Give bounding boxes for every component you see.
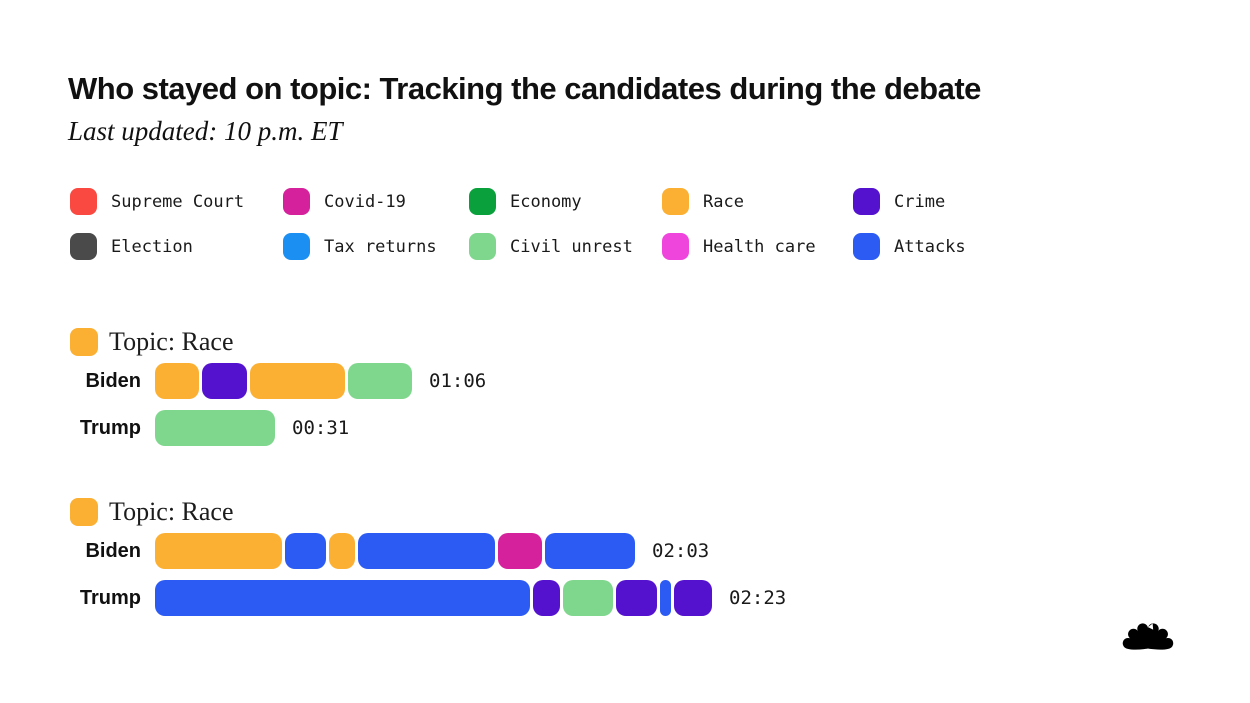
duration-label: 01:06 [429,370,487,392]
bar-segment-crime[interactable] [533,580,560,616]
legend-swatch-icon [283,188,310,215]
legend-label: Election [111,236,193,257]
timeline-bar [155,580,712,616]
legend-swatch-icon [853,188,880,215]
legend-swatch-icon [283,233,310,260]
legend-item-covid19: Covid-19 [283,188,469,215]
legend-item-economy: Economy [469,188,662,215]
legend-swatch-icon [853,233,880,260]
bar-segment-attacks[interactable] [545,533,635,569]
legend-label: Economy [510,191,582,212]
timeline-bar [155,363,412,399]
chart-topic-header: Topic: Race [70,497,786,526]
chart-rows: Biden 01:06 Trump 00:31 [70,363,486,446]
chart-row-trump: Trump 00:31 [70,410,486,446]
legend-item-health_care: Health care [662,233,853,260]
topic-label: Topic: Race [109,327,234,356]
topic-swatch-icon [70,328,98,356]
legend-swatch-icon [662,188,689,215]
last-updated-label: Last updated: 10 p.m. ET [68,116,343,146]
chart-section-2: Topic: Race Biden 02:03 Trump 02:23 [70,497,786,616]
speaker-label: Biden [85,539,141,562]
legend-swatch-icon [70,233,97,260]
chart-row-trump: Trump 02:23 [70,580,786,616]
legend-item-tax_returns: Tax returns [283,233,469,260]
speaker-label: Trump [79,416,141,439]
legend-label: Covid-19 [324,191,406,212]
timeline-bar [155,533,635,569]
bar-segment-race[interactable] [250,363,345,399]
legend-label: Attacks [894,236,966,257]
bar-segment-crime[interactable] [674,580,712,616]
bar-segment-crime[interactable] [616,580,657,616]
speaker-label: Trump [79,586,141,609]
duration-label: 02:23 [729,587,787,609]
duration-label: 00:31 [292,417,350,439]
legend: Supreme Court Covid-19 Economy Race Crime Ele… [70,188,966,278]
chart-rows: Biden 02:03 Trump 02:23 [70,533,786,616]
legend-item-attacks: Attacks [853,233,966,260]
nbc-peacock-logo [1122,623,1174,650]
bar-segment-attacks[interactable] [155,580,530,616]
bar-segment-attacks[interactable] [285,533,326,569]
topic-label: Topic: Race [109,497,234,526]
bar-segment-attacks[interactable] [660,580,671,616]
bar-segment-civil_unrest[interactable] [348,363,412,399]
legend-item-crime: Crime [853,188,966,215]
legend-label: Civil unrest [510,236,633,257]
duration-label: 02:03 [652,540,710,562]
legend-swatch-icon [469,188,496,215]
bar-segment-attacks[interactable] [358,533,495,569]
legend-item-supreme_court: Supreme Court [70,188,283,215]
bar-segment-race[interactable] [329,533,355,569]
legend-item-race: Race [662,188,853,215]
bar-segment-civil_unrest[interactable] [563,580,613,616]
legend-row: Supreme Court Covid-19 Economy Race Crime [70,188,966,215]
page-title: Who stayed on topic: Tracking the candid… [68,70,981,106]
legend-row: Election Tax returns Civil unrest Health ca… [70,233,966,260]
chart-row-biden: Biden 02:03 [70,533,786,569]
peacock-beak-notch [1148,623,1154,630]
legend-label: Tax returns [324,236,437,257]
legend-swatch-icon [469,233,496,260]
bar-segment-covid19[interactable] [498,533,542,569]
speaker-label: Biden [85,369,141,392]
legend-label: Race [703,191,744,212]
legend-label: Crime [894,191,946,212]
bar-segment-race[interactable] [155,363,199,399]
legend-item-election: Election [70,233,283,260]
chart-section-1: Topic: Race Biden 01:06 Trump 00:31 [70,327,486,446]
bar-segment-race[interactable] [155,533,282,569]
chart-topic-header: Topic: Race [70,327,486,356]
bar-segment-civil_unrest[interactable] [155,410,275,446]
legend-swatch-icon [662,233,689,260]
legend-item-civil_unrest: Civil unrest [469,233,662,260]
bar-segment-crime[interactable] [202,363,247,399]
topic-swatch-icon [70,498,98,526]
legend-swatch-icon [70,188,97,215]
legend-label: Health care [703,236,816,257]
timeline-bar [155,410,275,446]
legend-label: Supreme Court [111,191,245,212]
chart-row-biden: Biden 01:06 [70,363,486,399]
